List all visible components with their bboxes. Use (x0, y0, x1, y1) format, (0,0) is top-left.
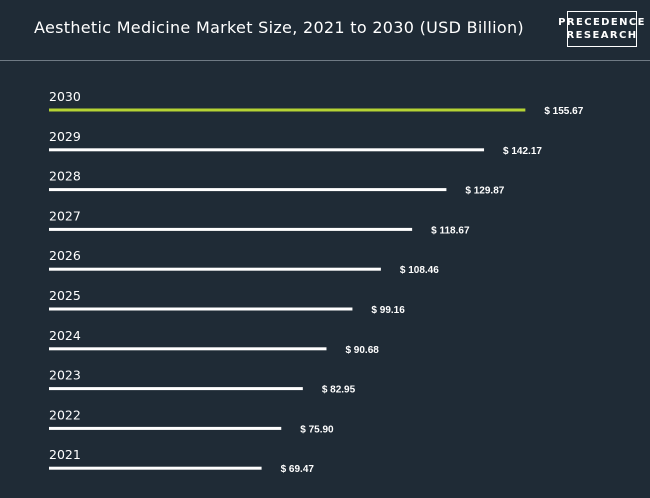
value-label-2021: $ 69.47 (281, 464, 315, 475)
year-label-2030: 2030 (49, 89, 81, 104)
value-label-2023: $ 82.95 (322, 385, 356, 396)
year-label-2027: 2027 (49, 208, 81, 223)
chart-title: Aesthetic Medicine Market Size, 2021 to … (34, 18, 524, 37)
value-label-2027: $ 118.67 (431, 225, 470, 236)
bar-2026 (49, 267, 381, 271)
bar-2028 (49, 188, 447, 192)
value-label-2029: $ 142.17 (503, 146, 542, 157)
logo-line-2: RESEARCH (566, 30, 638, 41)
value-label-2024: $ 90.68 (345, 345, 379, 356)
chart-header: Aesthetic Medicine Market Size, 2021 to … (0, 0, 650, 60)
year-label-2022: 2022 (49, 407, 81, 422)
year-label-2025: 2025 (49, 288, 81, 303)
value-label-2026: $ 108.46 (400, 265, 439, 276)
bar-2029 (49, 148, 485, 152)
year-label-2021: 2021 (49, 447, 81, 462)
bar-2024 (49, 347, 327, 351)
year-label-2023: 2023 (49, 368, 81, 383)
precedence-research-logo: PRECEDENCE RESEARCH (558, 11, 644, 47)
bar-2025 (49, 307, 353, 311)
bar-2027 (49, 227, 413, 231)
value-label-2022: $ 75.90 (300, 424, 334, 435)
value-label-2030: $ 155.67 (544, 106, 583, 117)
year-label-2028: 2028 (49, 169, 81, 184)
bar-2022 (49, 426, 282, 430)
bar-2021 (49, 466, 262, 470)
value-label-2025: $ 99.16 (371, 305, 405, 316)
year-label-2026: 2026 (49, 248, 81, 263)
bar-2023 (49, 387, 303, 391)
logo-line-1: PRECEDENCE (558, 17, 646, 28)
year-label-2024: 2024 (49, 328, 81, 343)
bar-2030 (49, 108, 526, 112)
value-label-2028: $ 129.87 (465, 186, 504, 197)
year-label-2029: 2029 (49, 129, 81, 144)
header-divider (0, 60, 650, 61)
